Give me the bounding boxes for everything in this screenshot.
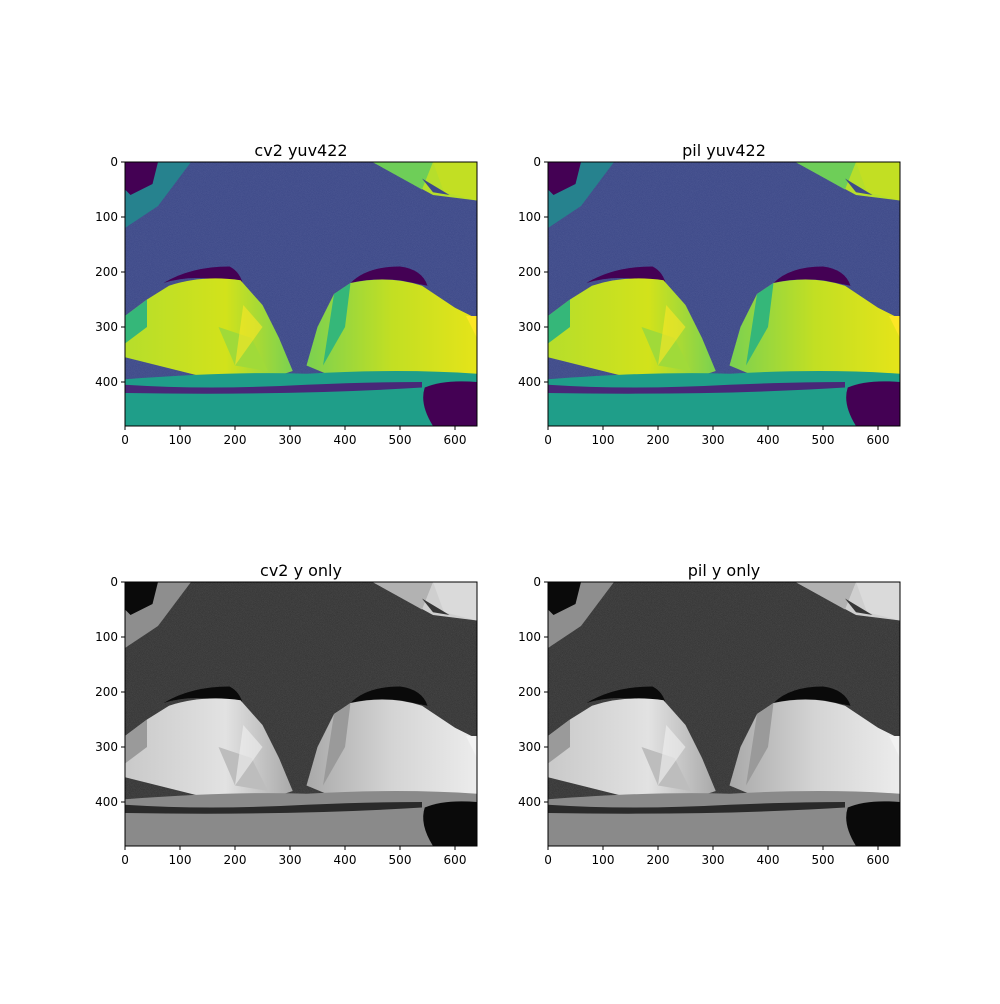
y-tick-label: 100 — [95, 630, 118, 644]
y-tick-label: 400 — [518, 375, 541, 389]
x-tick-label: 200 — [224, 853, 247, 867]
x-tick-label: 0 — [121, 853, 129, 867]
y-tick-label: 300 — [518, 320, 541, 334]
subplot-title: pil yuv422 — [682, 141, 766, 160]
x-axis: 0 100 200 300 400 500 600 — [544, 846, 889, 867]
x-tick-label: 100 — [592, 433, 615, 447]
x-tick-label: 300 — [702, 853, 725, 867]
x-tick-label: 600 — [444, 433, 467, 447]
x-tick-label: 400 — [334, 433, 357, 447]
x-tick-label: 300 — [279, 433, 302, 447]
image-viridis — [548, 162, 900, 426]
x-tick-label: 400 — [757, 853, 780, 867]
x-tick-label: 500 — [812, 433, 835, 447]
y-tick-label: 400 — [518, 795, 541, 809]
x-tick-label: 0 — [544, 433, 552, 447]
axes-frame — [124, 161, 478, 427]
x-tick-label: 0 — [544, 853, 552, 867]
x-tick-label: 500 — [389, 433, 412, 447]
y-tick-label: 100 — [95, 210, 118, 224]
subplot-title: cv2 yuv422 — [254, 141, 347, 160]
image-viridis — [125, 162, 477, 426]
y-tick-label: 0 — [533, 575, 541, 589]
y-tick-label: 400 — [95, 795, 118, 809]
y-tick-label: 100 — [518, 630, 541, 644]
axes-frame — [547, 161, 901, 427]
axes-frame — [124, 581, 478, 847]
x-tick-label: 300 — [279, 853, 302, 867]
x-tick-label: 100 — [169, 433, 192, 447]
x-tick-label: 600 — [867, 433, 890, 447]
y-tick-label: 100 — [518, 210, 541, 224]
x-axis: 0 100 200 300 400 500 600 — [121, 846, 466, 867]
x-tick-label: 0 — [121, 433, 129, 447]
y-tick-label: 200 — [518, 685, 541, 699]
x-tick-label: 200 — [224, 433, 247, 447]
y-tick-label: 300 — [518, 740, 541, 754]
y-axis: 0 100 200 300 400 — [95, 155, 125, 389]
x-tick-label: 500 — [389, 853, 412, 867]
y-axis: 0 100 200 300 400 — [518, 575, 548, 809]
x-tick-label: 100 — [169, 853, 192, 867]
y-tick-label: 300 — [95, 320, 118, 334]
x-tick-label: 200 — [647, 853, 670, 867]
y-tick-label: 200 — [95, 265, 118, 279]
subplot-title: cv2 y only — [260, 561, 342, 580]
y-tick-label: 0 — [533, 155, 541, 169]
image-gray — [548, 582, 900, 846]
image-gray — [125, 582, 477, 846]
y-tick-label: 200 — [518, 265, 541, 279]
y-tick-label: 200 — [95, 685, 118, 699]
x-tick-label: 300 — [702, 433, 725, 447]
x-tick-label: 400 — [757, 433, 780, 447]
x-tick-label: 200 — [647, 433, 670, 447]
y-tick-label: 400 — [95, 375, 118, 389]
x-tick-label: 500 — [812, 853, 835, 867]
y-axis: 0 100 200 300 400 — [518, 155, 548, 389]
y-tick-label: 0 — [110, 155, 118, 169]
x-tick-label: 100 — [592, 853, 615, 867]
x-axis: 0 100 200 300 400 500 600 — [121, 426, 466, 447]
x-tick-label: 600 — [867, 853, 890, 867]
axes-frame — [547, 581, 901, 847]
y-tick-label: 300 — [95, 740, 118, 754]
x-axis: 0 100 200 300 400 500 600 — [544, 426, 889, 447]
x-tick-label: 600 — [444, 853, 467, 867]
subplot-title: pil y only — [688, 561, 761, 580]
x-tick-label: 400 — [334, 853, 357, 867]
y-axis: 0 100 200 300 400 — [95, 575, 125, 809]
y-tick-label: 0 — [110, 575, 118, 589]
